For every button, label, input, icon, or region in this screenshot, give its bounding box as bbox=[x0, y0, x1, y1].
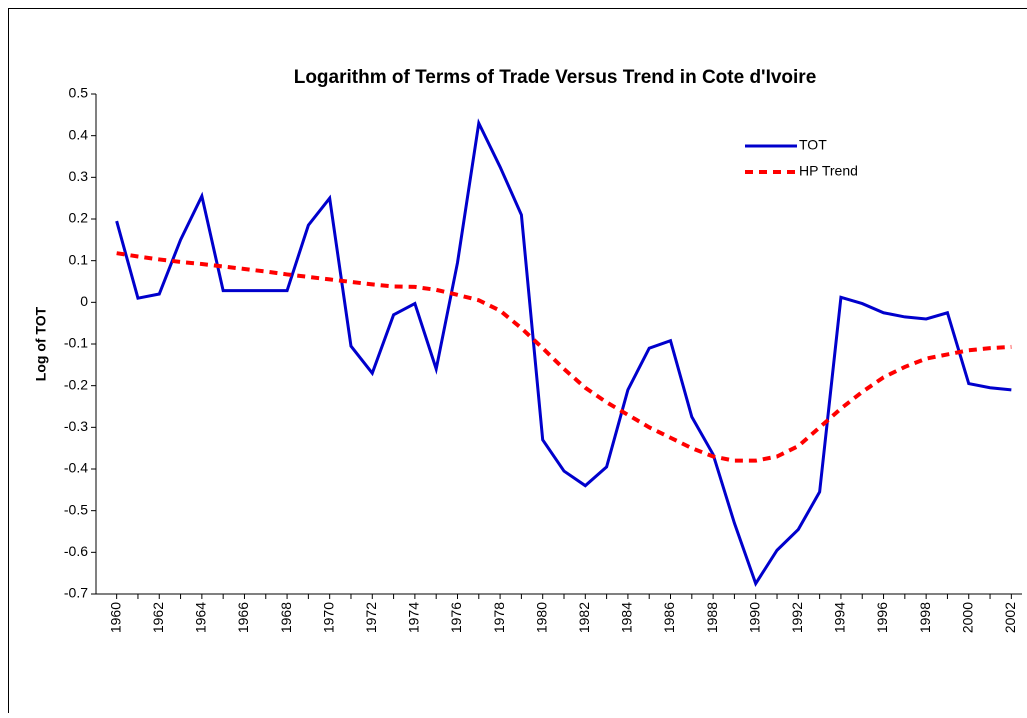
y-tick-label: -0.1 bbox=[64, 335, 88, 351]
y-tick-label: -0.6 bbox=[64, 543, 88, 559]
x-tick-label: 1968 bbox=[278, 602, 294, 633]
y-tick-label: 0.4 bbox=[69, 126, 89, 142]
y-tick-label: -0.3 bbox=[64, 418, 88, 434]
x-tick-label: 2000 bbox=[959, 602, 975, 633]
x-tick-label: 1982 bbox=[576, 602, 592, 633]
x-tick-label: 1974 bbox=[406, 602, 422, 633]
x-tick-label: 1970 bbox=[320, 602, 336, 633]
legend-label: HP Trend bbox=[799, 163, 858, 179]
x-tick-label: 1990 bbox=[746, 602, 762, 633]
y-tick-label: -0.2 bbox=[64, 376, 88, 392]
x-tick-label: 1978 bbox=[491, 602, 507, 633]
y-tick-label: 0.3 bbox=[69, 168, 89, 184]
x-tick-label: 1960 bbox=[107, 602, 123, 633]
y-tick-label: -0.5 bbox=[64, 501, 88, 517]
x-tick-label: 1966 bbox=[235, 602, 251, 633]
y-tick-label: 0 bbox=[80, 293, 88, 309]
x-tick-label: 1996 bbox=[874, 602, 890, 633]
y-tick-label: -0.4 bbox=[64, 460, 88, 476]
chart-title: Logarithm of Terms of Trade Versus Trend… bbox=[294, 67, 817, 88]
legend-label: TOT bbox=[799, 137, 827, 153]
x-tick-label: 1964 bbox=[193, 602, 209, 633]
x-tick-label: 1986 bbox=[661, 602, 677, 633]
x-tick-label: 1984 bbox=[619, 602, 635, 633]
x-tick-label: 2002 bbox=[1002, 602, 1018, 633]
x-tick-label: 1994 bbox=[832, 602, 848, 633]
x-tick-label: 1972 bbox=[363, 602, 379, 633]
x-tick-label: 1962 bbox=[150, 602, 166, 633]
x-tick-label: 1980 bbox=[533, 602, 549, 633]
y-tick-label: 0.1 bbox=[69, 251, 89, 267]
y-tick-label: -0.7 bbox=[64, 585, 88, 601]
y-tick-label: 0.2 bbox=[69, 210, 89, 226]
x-tick-label: 1976 bbox=[448, 602, 464, 633]
x-tick-label: 1988 bbox=[704, 602, 720, 633]
y-axis-label: Log of TOT bbox=[33, 306, 49, 381]
x-tick-label: 1998 bbox=[917, 602, 933, 633]
x-tick-label: 1992 bbox=[789, 602, 805, 633]
y-tick-label: 0.5 bbox=[69, 85, 89, 101]
